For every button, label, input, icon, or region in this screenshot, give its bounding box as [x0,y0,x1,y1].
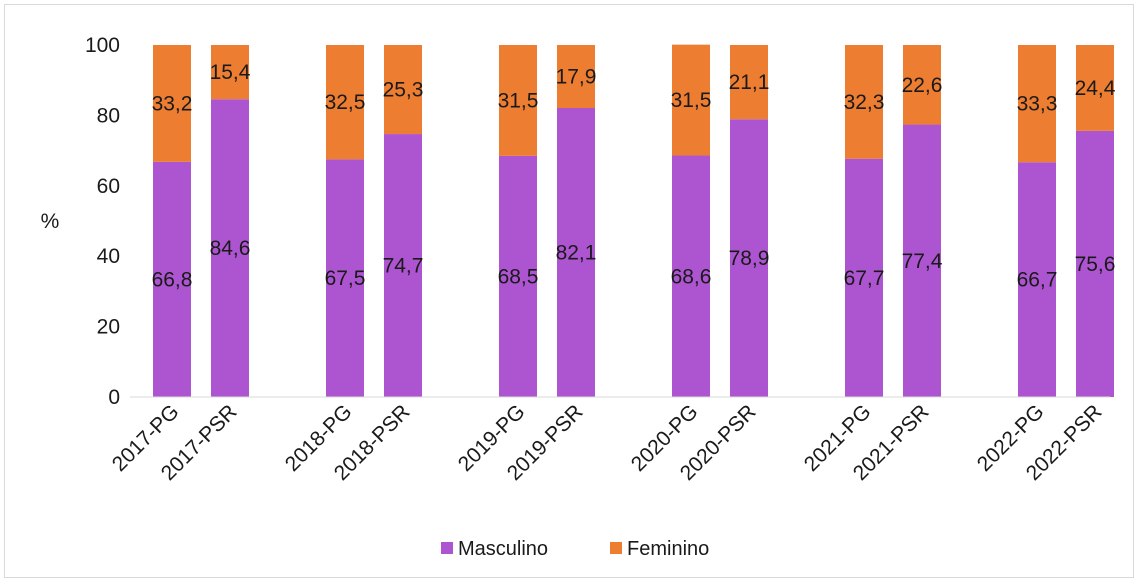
data-label-masculino: 68,5 [498,265,539,288]
bar-feminino [384,45,422,135]
y-tick-label: 20 [97,316,120,339]
data-label-masculino: 78,9 [729,247,770,270]
bar-feminino [326,45,364,160]
data-label-feminino: 31,5 [498,89,539,112]
bar-feminino [557,45,595,109]
bar-masculino [1018,162,1056,397]
bar-feminino [903,45,941,125]
data-label-feminino: 31,5 [671,89,712,112]
legend-label-masculino: Masculino [458,538,548,560]
data-label-feminino: 25,3 [383,79,424,102]
data-label-feminino: 33,2 [152,92,193,115]
y-tick-label: 60 [97,175,120,198]
data-label-masculino: 68,6 [671,265,712,288]
data-label-masculino: 84,6 [210,237,251,260]
bar-masculino [557,108,595,398]
y-axis-label: % [41,210,60,233]
bar-feminino [845,45,883,159]
bar-masculino [211,99,249,397]
bar-masculino [384,134,422,397]
bar-feminino [672,44,710,156]
data-label-feminino: 21,1 [729,71,770,94]
bar-feminino [1076,45,1114,131]
bar-masculino [730,119,768,397]
legend-swatch-masculino [441,542,453,554]
legend-label-feminino: Feminino [627,538,709,560]
legend: Masculino Feminino [441,538,709,560]
bar-feminino [153,45,191,162]
data-label-masculino: 82,1 [556,242,597,265]
data-label-feminino: 24,4 [1075,77,1116,100]
y-tick-label: 40 [97,245,120,268]
bar-masculino [326,159,364,397]
data-label-feminino: 32,5 [325,91,366,114]
data-label-feminino: 22,6 [902,74,943,97]
data-label-feminino: 33,3 [1017,93,1058,116]
bar-masculino [845,158,883,397]
bars: 66,8 33,2 84,6 15,4 67,5 32,5 74,7 25,3 68,5 31,5… [152,44,1116,398]
bar-masculino [153,161,191,397]
y-tick-label: 100 [85,34,120,57]
data-label-feminino: 32,3 [844,91,885,114]
bar-feminino [211,45,249,100]
y-tick-label: 80 [97,104,120,127]
bar-masculino [903,124,941,397]
bar-masculino [1076,130,1114,397]
y-axis-ticks: 0 20 40 60 80 100 [85,34,120,409]
data-label-masculino: 66,8 [152,268,193,291]
bar-masculino [672,155,710,397]
bar-masculino [499,155,537,397]
data-label-masculino: 67,7 [844,267,885,290]
data-label-masculino: 77,4 [902,250,943,273]
data-label-masculino: 75,6 [1075,253,1116,276]
data-label-masculino: 67,5 [325,267,366,290]
y-tick-label: 0 [108,386,120,409]
bar-feminino [499,45,537,156]
legend-swatch-feminino [610,542,622,554]
data-label-feminino: 15,4 [210,61,251,84]
bar-feminino [1018,45,1056,163]
data-label-masculino: 66,7 [1017,269,1058,292]
data-label-masculino: 74,7 [383,255,424,278]
bar-feminino [730,45,768,120]
data-label-feminino: 17,9 [556,66,597,89]
